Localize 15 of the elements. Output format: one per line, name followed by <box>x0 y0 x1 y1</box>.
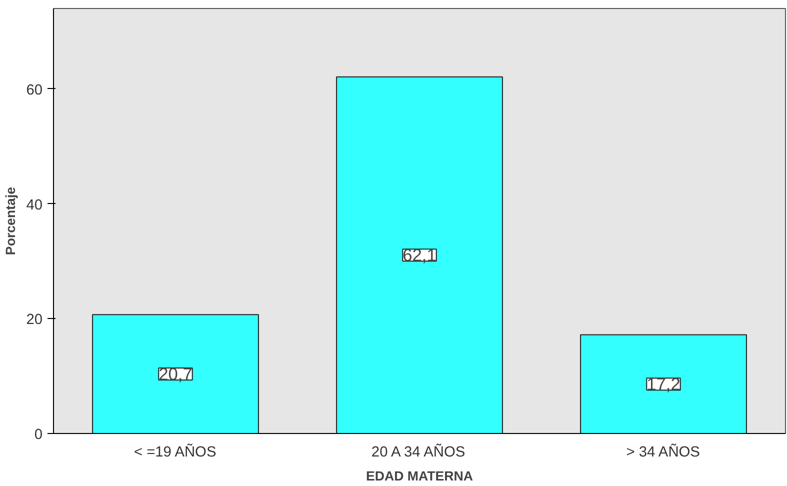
bar <box>580 334 747 434</box>
y-tick-label: 40 <box>26 197 43 214</box>
y-tick-label: 60 <box>26 82 43 98</box>
y-tick-label: 0 <box>34 427 43 443</box>
data-label: 62,1 <box>402 245 436 266</box>
x-axis-title: EDAD MATERNA <box>366 468 474 484</box>
y-tick-label: 20 <box>26 312 43 328</box>
bar <box>92 314 259 434</box>
data-label: 20,7 <box>158 364 192 384</box>
bar <box>336 76 503 434</box>
data-label: 17,2 <box>646 374 680 394</box>
x-tick-label: < =19 AÑOS <box>134 444 216 460</box>
y-axis-title: Porcentaje <box>3 186 18 256</box>
x-tick-label: > 34 AÑOS <box>626 444 700 460</box>
x-tick-label: 20 A 34 AÑOS <box>371 444 466 460</box>
